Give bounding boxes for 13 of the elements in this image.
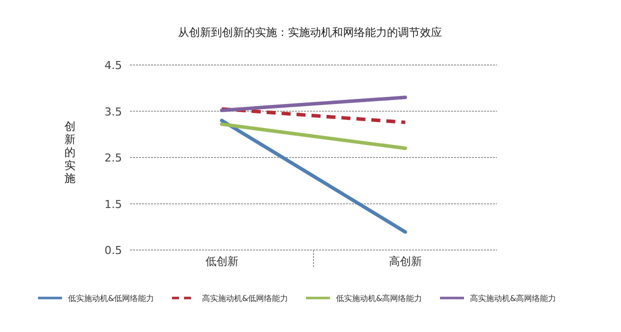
y-tick-label: 2.5 (104, 152, 122, 164)
legend-label: 低实施动机&低网络能力 (68, 294, 154, 303)
x-tick-label: 低创新 (205, 255, 238, 268)
x-tick-label: 高创新 (388, 255, 422, 268)
legend-label: 低实施动机&高网络能力 (336, 294, 422, 303)
y-tick-label: 0.5 (104, 244, 122, 257)
legend-label: 高实施动机&高网络能力 (470, 294, 556, 303)
y-axis-title: 创新的实施 (64, 120, 76, 185)
y-tick-label: 3.5 (104, 105, 122, 118)
legend-label: 高实施动机&低网络能力 (202, 294, 288, 303)
y-tick-label: 1.5 (104, 198, 122, 211)
y-tick-label: 4.5 (104, 59, 122, 72)
chart-title: 从创新到创新的实施：实施动机和网络能力的调节效应 (178, 26, 442, 39)
